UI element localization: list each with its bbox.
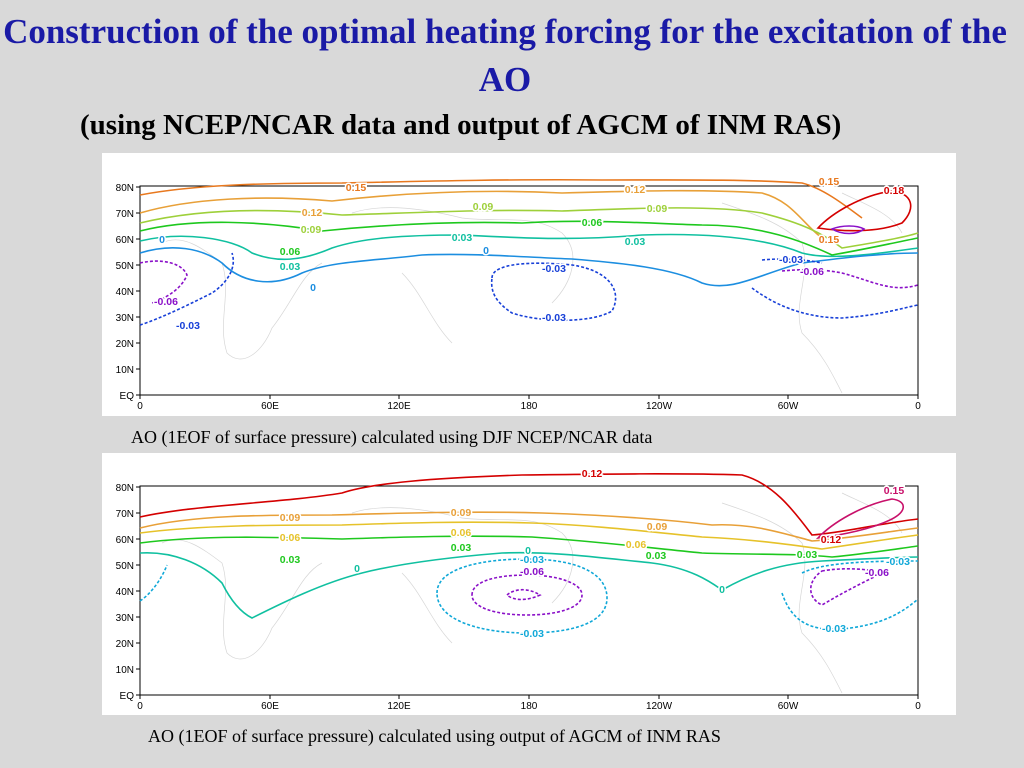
contour-label: 0.03 — [451, 542, 472, 554]
contour-label: -0.03 — [520, 554, 544, 566]
x-tick: 0 — [915, 401, 921, 412]
contour-label: 0.15 — [884, 485, 905, 497]
contour-label: -0.06 — [520, 566, 544, 578]
y-tick: 10N — [116, 365, 134, 376]
map-panel-agcm: 0 60E 120E 180 120W 60W 0 80N 70N 60N 50… — [102, 453, 956, 715]
x-tick: 120W — [646, 401, 673, 412]
contour-map-ncep: 0 60E 120E 180 120W 60W 0 80N 70N 60N 50… — [116, 175, 922, 413]
y-tick: 30N — [116, 613, 134, 624]
contour-label: -0.06 — [154, 296, 178, 308]
contour-label: 0.09 — [647, 521, 668, 533]
contour-label: 0.12 — [582, 468, 603, 480]
contour-label: 0.03 — [646, 550, 667, 562]
x-tick: 60W — [778, 401, 799, 412]
x-tick: 60E — [261, 401, 279, 412]
contour-label: -0.03 — [542, 312, 566, 324]
contour-label: -0.03 — [886, 556, 910, 568]
contour-label: 0.03 — [280, 554, 301, 566]
contour-label: 0.06 — [626, 539, 647, 551]
contour-label: 0 — [719, 584, 725, 596]
map-panel-ncep: 0 60E 120E 180 120W 60W 0 80N 70N 60N 50… — [102, 153, 956, 416]
contour-label: -0.03 — [822, 623, 846, 635]
contour-label: 0 — [159, 234, 165, 246]
contour-label: 0.09 — [473, 201, 494, 213]
contour-label: 0.12 — [302, 207, 323, 219]
y-tick: 80N — [116, 483, 134, 494]
contour-label: 0.09 — [451, 507, 472, 519]
y-tick: 20N — [116, 639, 134, 650]
x-tick: 0 — [915, 701, 921, 712]
contour-label: 0 — [354, 563, 360, 575]
slide-subtitle: (using NCEP/NCAR data and output of AGCM… — [80, 109, 842, 141]
contour-label: -0.06 — [865, 567, 889, 579]
contour-label: -0.03 — [779, 254, 803, 266]
caption-ncep: AO (1EOF of surface pressure) calculated… — [131, 427, 653, 447]
y-tick: 60N — [116, 235, 134, 246]
contour-label: 0.15 — [819, 234, 840, 246]
y-tick: 60N — [116, 535, 134, 546]
contour-label: 0.06 — [280, 246, 301, 258]
contour-label: 0.06 — [451, 527, 472, 539]
y-tick: 70N — [116, 209, 134, 220]
x-tick: 180 — [521, 401, 538, 412]
y-tick: 80N — [116, 183, 134, 194]
contour-label: 0 — [310, 282, 316, 294]
y-tick: 50N — [116, 561, 134, 572]
contour-label: 0.06 — [582, 217, 603, 229]
x-tick: 0 — [137, 701, 143, 712]
contour-label: 0.09 — [647, 203, 668, 215]
contour-label: 0.15 — [346, 182, 367, 194]
x-tick: 60W — [778, 701, 799, 712]
slide-title: Construction of the optimal heating forc… — [3, 12, 1007, 99]
x-tick: 120E — [387, 401, 411, 412]
contour-label: 0.09 — [280, 512, 301, 524]
contour-label: 0.03 — [625, 236, 646, 248]
x-tick: 0 — [137, 401, 143, 412]
y-tick: 30N — [116, 313, 134, 324]
y-tick: EQ — [120, 691, 135, 702]
contour-label: -0.06 — [800, 266, 824, 278]
contour-label: 0.03 — [452, 232, 473, 244]
y-tick: 20N — [116, 339, 134, 350]
y-tick: 40N — [116, 587, 134, 598]
x-tick: 120W — [646, 701, 673, 712]
caption-agcm: AO (1EOF of surface pressure) calculated… — [148, 726, 721, 746]
contour-label: 0.09 — [301, 224, 322, 236]
y-tick: 40N — [116, 287, 134, 298]
contour-label: 0 — [483, 245, 489, 257]
contour-label: -0.03 — [176, 320, 200, 332]
x-tick: 180 — [521, 701, 538, 712]
contour-label: 0.12 — [821, 534, 842, 546]
contour-label: 0 — [525, 545, 531, 557]
contour-label: 0.18 — [884, 185, 905, 197]
contour-label: 0.06 — [280, 532, 301, 544]
contour-label: -0.03 — [520, 628, 544, 640]
contour-label: -0.03 — [542, 263, 566, 275]
y-tick: 50N — [116, 261, 134, 272]
y-tick: 10N — [116, 665, 134, 676]
x-tick: 120E — [387, 701, 411, 712]
contour-label: 0.15 — [819, 176, 840, 188]
y-tick: 70N — [116, 509, 134, 520]
x-tick: 60E — [261, 701, 279, 712]
contour-label: 0.03 — [797, 549, 818, 561]
y-tick: EQ — [120, 391, 135, 402]
contour-label: 0.03 — [280, 261, 301, 273]
contour-label: 0.12 — [625, 184, 646, 196]
contour-map-agcm: 0 60E 120E 180 120W 60W 0 80N 70N 60N 50… — [116, 467, 922, 713]
